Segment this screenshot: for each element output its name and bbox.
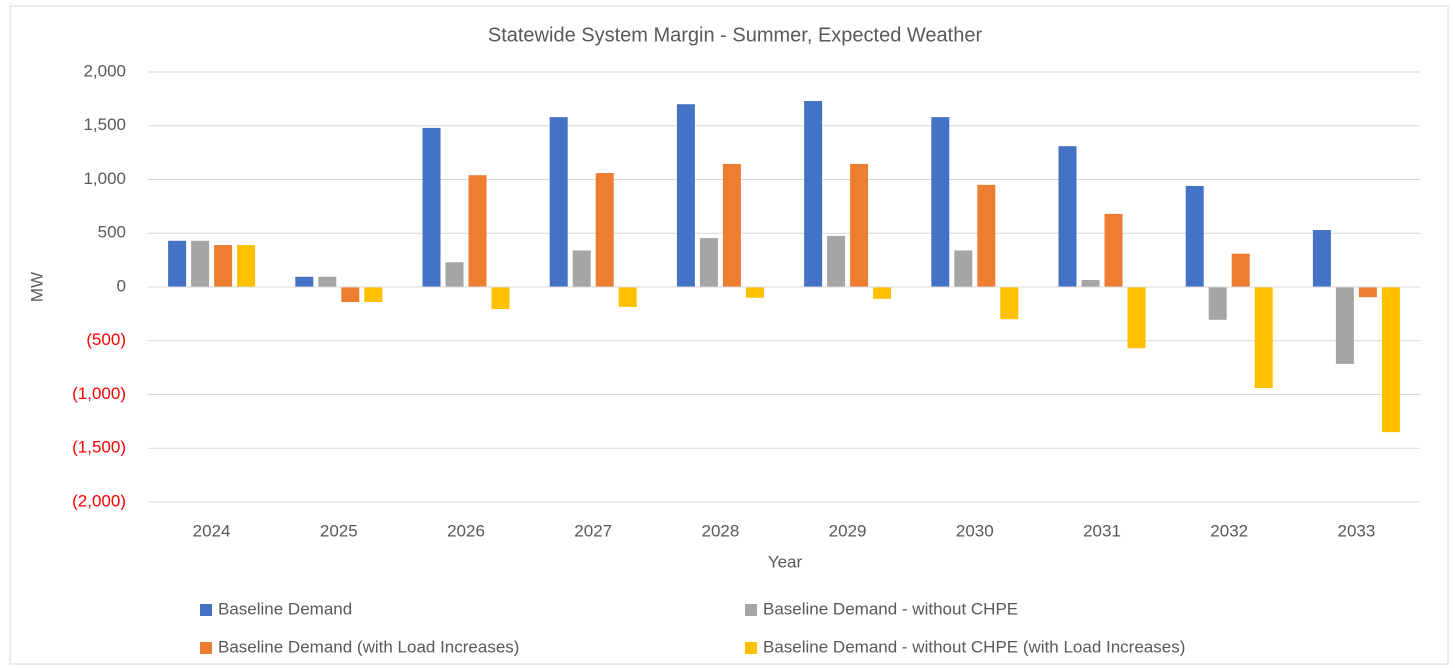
bar [237, 245, 256, 287]
bar [931, 117, 950, 288]
x-tick-label: 2025 [320, 521, 358, 540]
legend-label: Baseline Demand [218, 599, 352, 618]
x-tick-label: 2032 [1210, 521, 1248, 540]
y-tick-label: 500 [98, 223, 126, 242]
bar [1208, 287, 1227, 320]
bar [699, 238, 718, 287]
bar [954, 250, 973, 287]
bar [295, 276, 314, 287]
y-tick-label: (1,500) [72, 438, 126, 457]
x-tick-label: 2028 [701, 521, 739, 540]
chart-border [9, 5, 1449, 665]
bar [572, 250, 591, 287]
bar [977, 184, 996, 287]
bar [745, 287, 764, 298]
x-tick-label: 2030 [956, 521, 994, 540]
legend-swatch [745, 642, 757, 654]
bar [1081, 280, 1100, 287]
bar [1381, 287, 1400, 433]
x-tick-label: 2033 [1337, 521, 1375, 540]
y-tick-label: 2,000 [83, 61, 126, 80]
chart-title: Statewide System Margin - Summer, Expect… [488, 24, 983, 46]
y-tick-label: (1,000) [72, 384, 126, 403]
bar [445, 262, 464, 287]
y-tick-label: 1,500 [83, 115, 126, 134]
legend-swatch [745, 604, 757, 616]
bar [491, 287, 510, 310]
bar [1358, 287, 1377, 298]
bar [214, 245, 233, 287]
legend-label: Baseline Demand (with Load Increases) [218, 637, 519, 656]
bar [422, 127, 441, 288]
y-axis-label: MW [27, 272, 46, 302]
x-tick-label: 2026 [447, 521, 485, 540]
bar [191, 240, 210, 287]
x-tick-label: 2027 [574, 521, 612, 540]
bar [341, 287, 360, 303]
bar [595, 173, 614, 287]
y-tick-label: (500) [86, 330, 126, 349]
bar [549, 117, 568, 288]
bar [1104, 213, 1123, 287]
bar [850, 163, 869, 287]
bar [827, 235, 846, 287]
y-tick-label: 1,000 [83, 169, 126, 188]
bar [1335, 287, 1354, 364]
x-tick-label: 2031 [1083, 521, 1121, 540]
y-tick-label: (2,000) [72, 491, 126, 510]
bar [722, 163, 741, 287]
bar [804, 101, 823, 288]
legend-swatch [200, 604, 212, 616]
legend-label: Baseline Demand - without CHPE [763, 599, 1018, 618]
bar [468, 175, 487, 287]
bar [168, 240, 187, 287]
bar [1127, 287, 1146, 349]
bar [1058, 146, 1077, 287]
bar [318, 276, 337, 287]
x-tick-label: 2024 [193, 521, 231, 540]
bar [618, 287, 637, 307]
bar [1312, 230, 1331, 287]
bar [873, 287, 892, 299]
x-tick-label: 2029 [829, 521, 867, 540]
x-axis-label: Year [768, 552, 803, 571]
legend-swatch [200, 642, 212, 654]
bar [1231, 253, 1250, 287]
bar [1185, 185, 1204, 287]
bar [1254, 287, 1273, 389]
bar [676, 104, 695, 287]
y-tick-label: 0 [117, 276, 126, 295]
legend-label: Baseline Demand - without CHPE (with Loa… [763, 637, 1185, 656]
bar [364, 287, 383, 303]
bar [1000, 287, 1019, 320]
